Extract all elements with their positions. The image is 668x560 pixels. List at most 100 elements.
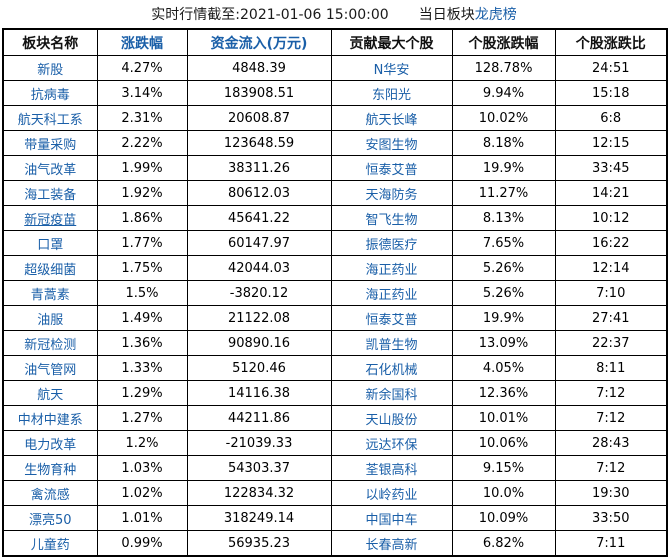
stock-link[interactable]: 以岭药业	[365, 487, 418, 503]
top-stock-cell[interactable]: 凯普生物	[330, 330, 453, 356]
longhu-bang-link[interactable]: 龙虎榜	[474, 7, 517, 23]
sector-name-cell[interactable]: 油气管网	[2, 355, 98, 381]
sector-name-cell[interactable]: 口罩	[2, 230, 98, 256]
sector-name-cell[interactable]: 禽流感	[2, 480, 98, 506]
advance-decline-ratio-cell: 22:37	[554, 330, 668, 356]
sector-name-cell[interactable]: 生物育种	[2, 455, 98, 481]
sector-name-cell[interactable]: 油气改革	[2, 155, 98, 181]
top-stock-cell[interactable]: 东阳光	[330, 80, 453, 106]
advance-decline-ratio-cell: 15:18	[554, 80, 668, 106]
stock-link[interactable]: 海正药业	[365, 262, 418, 278]
stock-change-cell: 8.18%	[451, 130, 556, 156]
stock-link[interactable]: 海正药业	[365, 287, 418, 303]
top-stock-cell[interactable]: 航天长峰	[330, 105, 453, 131]
sector-name-cell[interactable]: 中材中建系	[2, 405, 98, 431]
advance-decline-ratio-cell: 33:45	[554, 155, 668, 181]
advance-decline-ratio-cell: 6:8	[554, 105, 668, 131]
sector-link[interactable]: 生物育种	[24, 462, 77, 478]
stock-link[interactable]: 恒泰艾普	[365, 162, 418, 178]
sector-name-cell[interactable]: 带量采购	[2, 130, 98, 156]
sector-name-cell[interactable]: 新冠检测	[2, 330, 98, 356]
sector-name-cell[interactable]: 航天科工系	[2, 105, 98, 131]
sector-name-cell[interactable]: 儿童药	[2, 530, 98, 557]
capital-inflow-cell: 4848.39	[186, 55, 332, 81]
sector-link[interactable]: 电力改革	[24, 437, 77, 453]
sector-link[interactable]: 油服	[37, 312, 64, 328]
stock-link[interactable]: 智飞生物	[365, 212, 418, 228]
top-stock-cell[interactable]: 海正药业	[330, 280, 453, 306]
stock-link[interactable]: 荃银高科	[365, 462, 418, 478]
stock-link[interactable]: 中国中车	[365, 512, 418, 528]
top-stock-cell[interactable]: 远达环保	[330, 430, 453, 456]
sector-link[interactable]: 新冠疫苗	[24, 212, 77, 228]
top-stock-cell[interactable]: 恒泰艾普	[330, 305, 453, 331]
stock-link[interactable]: 天海防务	[365, 187, 418, 203]
top-stock-cell[interactable]: 智飞生物	[330, 205, 453, 231]
top-stock-cell[interactable]: 以岭药业	[330, 480, 453, 506]
sector-name-cell[interactable]: 青蒿素	[2, 280, 98, 306]
sector-link[interactable]: 新冠检测	[24, 337, 77, 353]
top-stock-cell[interactable]: 荃银高科	[330, 455, 453, 481]
sector-name-cell[interactable]: 超级细菌	[2, 255, 98, 281]
sector-name-cell[interactable]: 电力改革	[2, 430, 98, 456]
sector-link[interactable]: 海工装备	[24, 187, 77, 203]
stock-link[interactable]: N华安	[373, 62, 410, 78]
board-label: 当日板块	[418, 7, 475, 23]
sector-link[interactable]: 带量采购	[24, 137, 77, 153]
top-stock-cell[interactable]: 天海防务	[330, 180, 453, 206]
top-stock-cell[interactable]: 天山股份	[330, 405, 453, 431]
sector-link[interactable]: 油气管网	[24, 362, 77, 378]
sector-leaderboard-table: 板块名称 涨跌幅 资金流入(万元) 贡献最大个股 个股涨跌幅 个股涨跌比 新股 4.27%…	[2, 28, 668, 557]
top-stock-cell[interactable]: 安图生物	[330, 130, 453, 156]
sector-link[interactable]: 油气改革	[24, 162, 77, 178]
sector-name-cell[interactable]: 海工装备	[2, 180, 98, 206]
top-stock-cell[interactable]: N华安	[330, 55, 453, 81]
sector-name-cell[interactable]: 新股	[2, 55, 98, 81]
sector-link[interactable]: 超级细菌	[24, 262, 77, 278]
stock-link[interactable]: 天山股份	[365, 412, 418, 428]
sector-link[interactable]: 航天科工系	[17, 112, 83, 128]
sector-change-cell: 1.36%	[96, 330, 188, 356]
capital-inflow-cell: 123648.59	[186, 130, 332, 156]
stock-link[interactable]: 远达环保	[365, 437, 418, 453]
table-row: 青蒿素 1.5% -3820.12 海正药业 5.26% 7:10	[2, 280, 668, 306]
sector-link[interactable]: 漂亮50	[28, 512, 72, 528]
sector-link[interactable]: 新股	[37, 62, 64, 78]
stock-change-cell: 5.26%	[451, 255, 556, 281]
top-stock-cell[interactable]: 长春高新	[330, 530, 453, 557]
capital-inflow-cell: 44211.86	[186, 405, 332, 431]
sector-name-cell[interactable]: 抗病毒	[2, 80, 98, 106]
stock-link[interactable]: 长春高新	[365, 537, 418, 553]
sector-link[interactable]: 抗病毒	[30, 87, 70, 103]
top-stock-cell[interactable]: 石化机械	[330, 355, 453, 381]
top-stock-cell[interactable]: 恒泰艾普	[330, 155, 453, 181]
top-stock-cell[interactable]: 振德医疗	[330, 230, 453, 256]
sector-name-cell[interactable]: 航天	[2, 380, 98, 406]
stock-link[interactable]: 航天长峰	[365, 112, 418, 128]
top-stock-cell[interactable]: 新余国科	[330, 380, 453, 406]
stock-link[interactable]: 东阳光	[371, 87, 411, 103]
stock-link[interactable]: 凯普生物	[365, 337, 418, 353]
top-stock-cell[interactable]: 海正药业	[330, 255, 453, 281]
sector-link[interactable]: 禽流感	[30, 487, 70, 503]
stock-link[interactable]: 石化机械	[365, 362, 418, 378]
stock-link[interactable]: 安图生物	[365, 137, 418, 153]
stock-link[interactable]: 振德医疗	[365, 237, 418, 253]
stock-change-cell: 10.02%	[451, 105, 556, 131]
sector-link[interactable]: 中材中建系	[17, 412, 83, 428]
sector-link[interactable]: 青蒿素	[30, 287, 70, 303]
table-row: 生物育种 1.03% 54303.37 荃银高科 9.15% 7:12	[2, 455, 668, 481]
advance-decline-ratio-cell: 7:10	[554, 280, 668, 306]
stock-link[interactable]: 恒泰艾普	[365, 312, 418, 328]
sector-link[interactable]: 口罩	[37, 237, 64, 253]
stock-link[interactable]: 新余国科	[365, 387, 418, 403]
capital-inflow-cell: 56935.23	[186, 530, 332, 557]
stock-change-cell: 7.65%	[451, 230, 556, 256]
sector-name-cell[interactable]: 油服	[2, 305, 98, 331]
sector-name-cell[interactable]: 新冠疫苗	[2, 205, 98, 231]
sector-change-cell: 1.02%	[96, 480, 188, 506]
sector-link[interactable]: 航天	[37, 387, 64, 403]
sector-name-cell[interactable]: 漂亮50	[2, 505, 98, 531]
top-stock-cell[interactable]: 中国中车	[330, 505, 453, 531]
sector-link[interactable]: 儿童药	[30, 537, 70, 553]
